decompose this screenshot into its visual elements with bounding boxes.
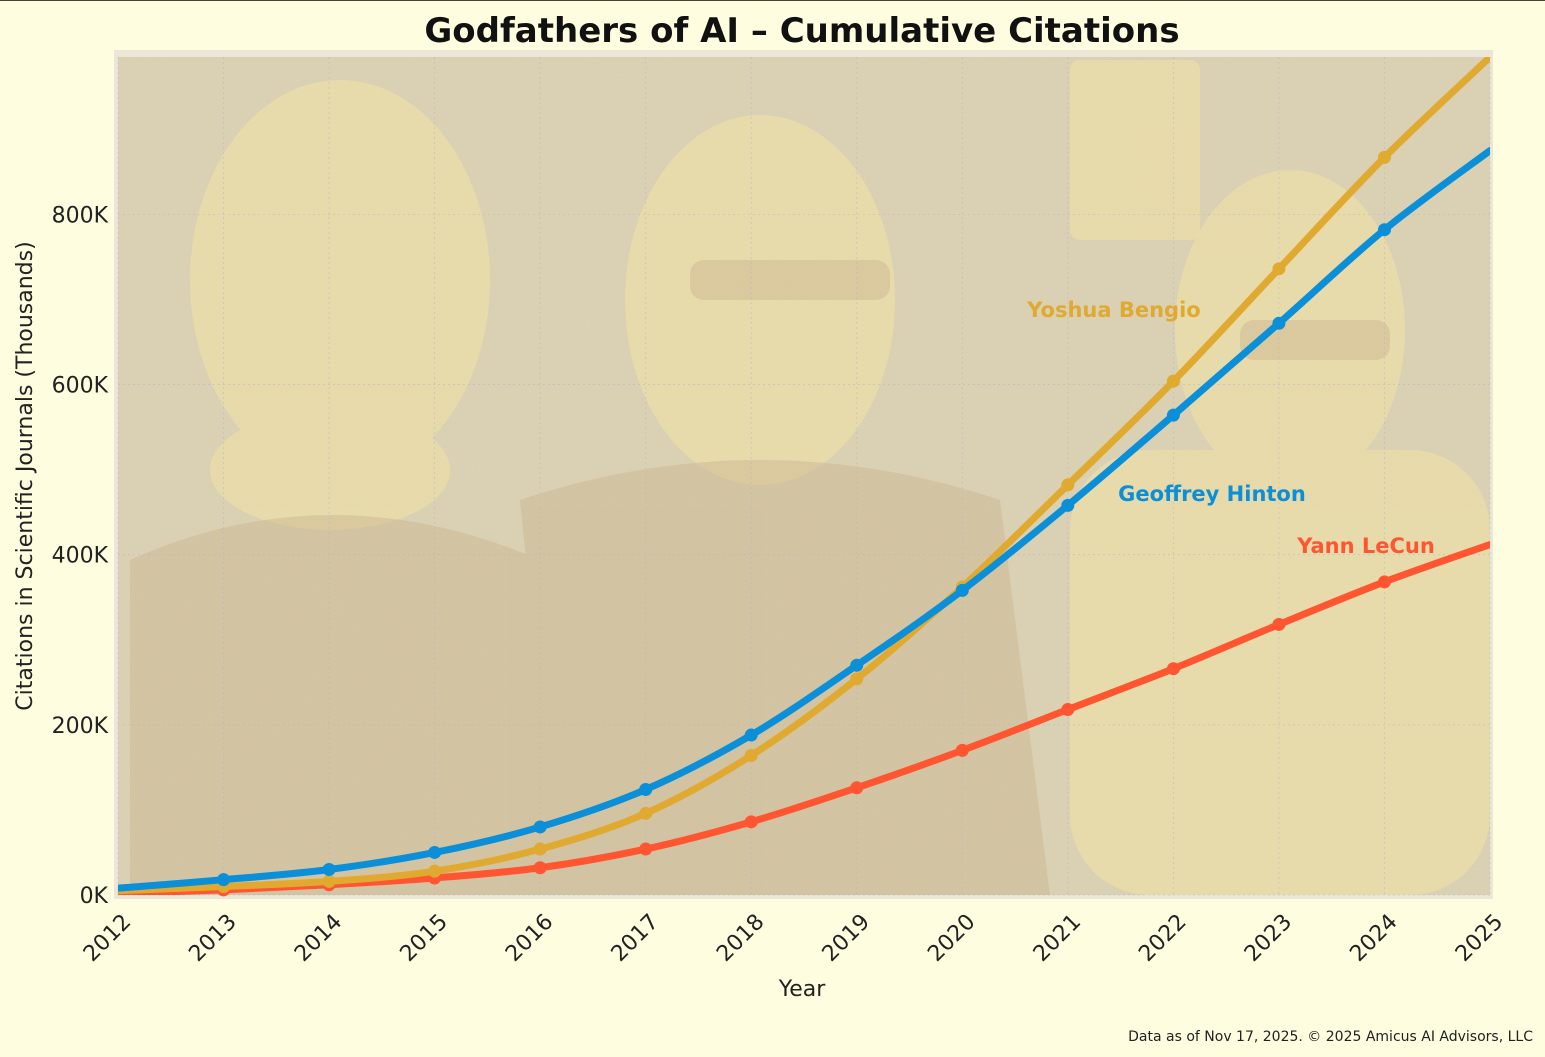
series-annotations: Yoshua Bengio Geoffrey Hinton Yann LeCun [1026,298,1435,558]
yoshua-bengio-label: Yoshua Bengio [1026,298,1200,322]
yann-lecun-point [1377,575,1391,589]
y-tick-label: 800K [52,203,109,228]
x-tick-label: 2021 [1029,910,1086,967]
glasses-center [690,260,890,300]
geoffrey-hinton-point [744,728,758,742]
y-tick-label: 400K [52,544,109,569]
portrait-right-body [1070,450,1490,895]
yann-lecun-line [118,540,1490,895]
yann-lecun-point [1166,662,1180,676]
portrait-left-body [130,515,700,895]
yoshua-bengio-point [1061,478,1075,492]
portrait-center-head [625,115,895,485]
x-tick-label: 2017 [607,910,664,967]
series-layer [118,57,1490,897]
yoshua-bengio-point [533,842,547,856]
geoffrey-hinton-point [1061,498,1075,512]
yoshua-bengio-point [744,748,758,762]
top-border [0,0,1545,1]
yoshua-bengio-point [428,864,442,878]
background-portraits [118,57,1490,895]
x-tick-label: 2023 [1240,910,1297,967]
portrait-left-collar [210,410,450,530]
x-tick-label: 2013 [185,910,242,967]
y-tick-label: 200K [52,714,109,739]
geoffrey-hinton-label: Geoffrey Hinton [1118,482,1306,506]
yoshua-bengio-point [1166,374,1180,388]
yoshua-bengio-point [1272,262,1286,276]
x-tick-label: 2016 [501,910,558,967]
geoffrey-hinton-point [850,658,864,672]
y-tick-label: 600K [52,374,109,399]
geoffrey-hinton-point [639,783,653,797]
x-tick-label: 2025 [1451,910,1508,967]
yann-lecun-point [533,861,547,875]
geoffrey-hinton-point [955,583,969,597]
footer-note: Data as of Nov 17, 2025. © 2025 Amicus A… [1128,1029,1533,1045]
geoffrey-hinton-point [217,873,231,887]
yann-lecun-label: Yann LeCun [1296,534,1435,558]
portrait-left-head [190,80,490,480]
yann-lecun-point [955,743,969,757]
yann-lecun-point [639,842,653,856]
geoffrey-hinton-point [1272,316,1286,330]
x-tick-label: 2024 [1345,910,1402,967]
x-tick-label: 2019 [818,910,875,967]
geoffrey-hinton-point [1377,223,1391,237]
x-tick-label: 2018 [712,910,769,967]
chart-title: Godfathers of AI – Cumulative Citations [424,11,1179,51]
grid [117,57,1491,896]
glasses-right [1240,320,1390,360]
yoshua-bengio-point [1377,150,1391,164]
geoffrey-hinton-point [322,862,336,876]
yann-lecun-point [1272,617,1286,631]
geoffrey-hinton-point [533,820,547,834]
x-tick-label: 2020 [923,910,980,967]
geoffrey-hinton-point [1166,408,1180,422]
puppet-hand [1070,60,1200,240]
portrait-right-head [1175,170,1405,490]
y-tick-labels: 0K 200K 400K 600K 800K [52,203,109,909]
yann-lecun-point [1061,703,1075,717]
x-tick-labels: 2012 2013 2014 2015 2016 2017 2018 2019 2020 2021… [79,910,1508,967]
yann-lecun-point [744,815,758,829]
yann-lecun-point [850,781,864,795]
yoshua-bengio-point [639,806,653,820]
yoshua-bengio-point [322,874,336,888]
x-tick-label: 2012 [79,910,136,967]
x-tick-label: 2014 [290,910,347,967]
yoshua-bengio-point [850,672,864,686]
x-tick-label: 2022 [1134,910,1191,967]
x-axis-label: Year [778,977,827,1002]
geoffrey-hinton-point [428,845,442,859]
y-tick-label: 0K [80,884,109,909]
y-axis-label: Citations in Scientific Journals (Thousa… [13,241,38,710]
x-tick-label: 2015 [396,910,453,967]
